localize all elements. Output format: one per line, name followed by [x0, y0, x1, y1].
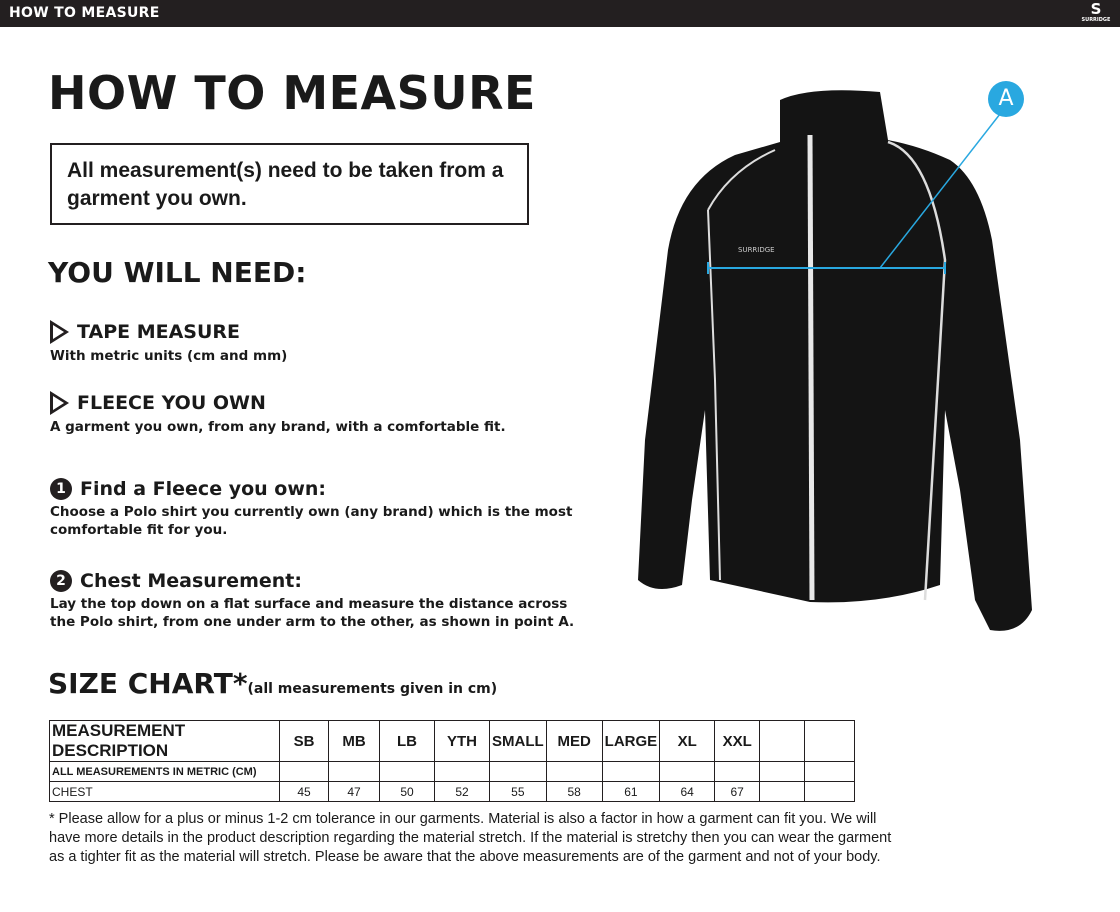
- table-cell: 61: [601, 781, 661, 802]
- column-header: SB: [279, 720, 329, 762]
- column-header: SMALL: [489, 720, 547, 762]
- jacket-image: SURRIDGE: [638, 90, 1032, 631]
- subheader-cell: [328, 761, 380, 782]
- table-cell: 58: [545, 781, 603, 802]
- subheader-cell: [434, 761, 490, 782]
- header-title: HOW TO MEASURE: [9, 5, 160, 21]
- subheader-cell: [759, 761, 806, 782]
- step-1: 1 Find a Fleece you own: Choose a Polo sh…: [50, 478, 573, 538]
- table-cell: 55: [489, 781, 547, 802]
- subheader-cell: ALL MEASUREMENTS IN METRIC (CM): [49, 761, 280, 782]
- size-chart-heading: SIZE CHART*(all measurements given in cm…: [48, 667, 498, 700]
- number-badge: 2: [50, 570, 72, 592]
- note-box: All measurement(s) need to be taken from…: [50, 143, 529, 225]
- number-badge: 1: [50, 478, 72, 500]
- page-title: HOW TO MEASURE: [48, 66, 536, 120]
- subheader-cell: [279, 761, 329, 782]
- step-2: 2 Chest Measurement: Lay the top down on …: [50, 570, 575, 630]
- column-header: XXL: [714, 720, 761, 762]
- top-bar: HOW TO MEASURE S SURRIDGE: [0, 0, 1120, 27]
- surridge-logo: S SURRIDGE: [1081, 0, 1111, 23]
- row-label: CHEST: [49, 781, 280, 802]
- table-cell: 50: [379, 781, 435, 802]
- table-cell: 64: [659, 781, 716, 802]
- column-header: [759, 720, 806, 762]
- size-chart-table: MEASUREMENT DESCRIPTION SB MB LB YTH SMALL MED…: [49, 720, 856, 802]
- table-cell: 52: [434, 781, 490, 802]
- table-cell: [804, 781, 856, 802]
- point-a-marker: A: [988, 81, 1024, 117]
- subheader-cell: [545, 761, 603, 782]
- column-header: YTH: [434, 720, 490, 762]
- svg-text:SURRIDGE: SURRIDGE: [738, 246, 775, 254]
- column-header: MB: [328, 720, 380, 762]
- table-cell: 47: [328, 781, 380, 802]
- subheader-cell: [659, 761, 716, 782]
- you-will-need-heading: YOU WILL NEED:: [48, 256, 307, 289]
- need-item-fleece: FLEECE YOU OWN A garment you own, from a…: [50, 391, 506, 435]
- column-header: MEASUREMENT DESCRIPTION: [49, 720, 280, 762]
- need-item-tape: TAPE MEASURE With metric units (cm and m…: [50, 320, 288, 364]
- column-header: XL: [659, 720, 716, 762]
- column-header: LARGE: [601, 720, 661, 762]
- subheader-cell: [804, 761, 856, 782]
- column-header: LB: [379, 720, 435, 762]
- subheader-cell: [714, 761, 761, 782]
- triangle-icon: [50, 391, 69, 415]
- subheader-cell: [489, 761, 547, 782]
- table-cell: 67: [714, 781, 761, 802]
- subheader-cell: [379, 761, 435, 782]
- triangle-icon: [50, 320, 69, 344]
- footnote: * Please allow for a plus or minus 1-2 c…: [49, 811, 892, 865]
- subheader-cell: [601, 761, 661, 782]
- table-cell: 45: [279, 781, 329, 802]
- table-cell: [759, 781, 806, 802]
- column-header: [804, 720, 856, 762]
- column-header: MED: [545, 720, 603, 762]
